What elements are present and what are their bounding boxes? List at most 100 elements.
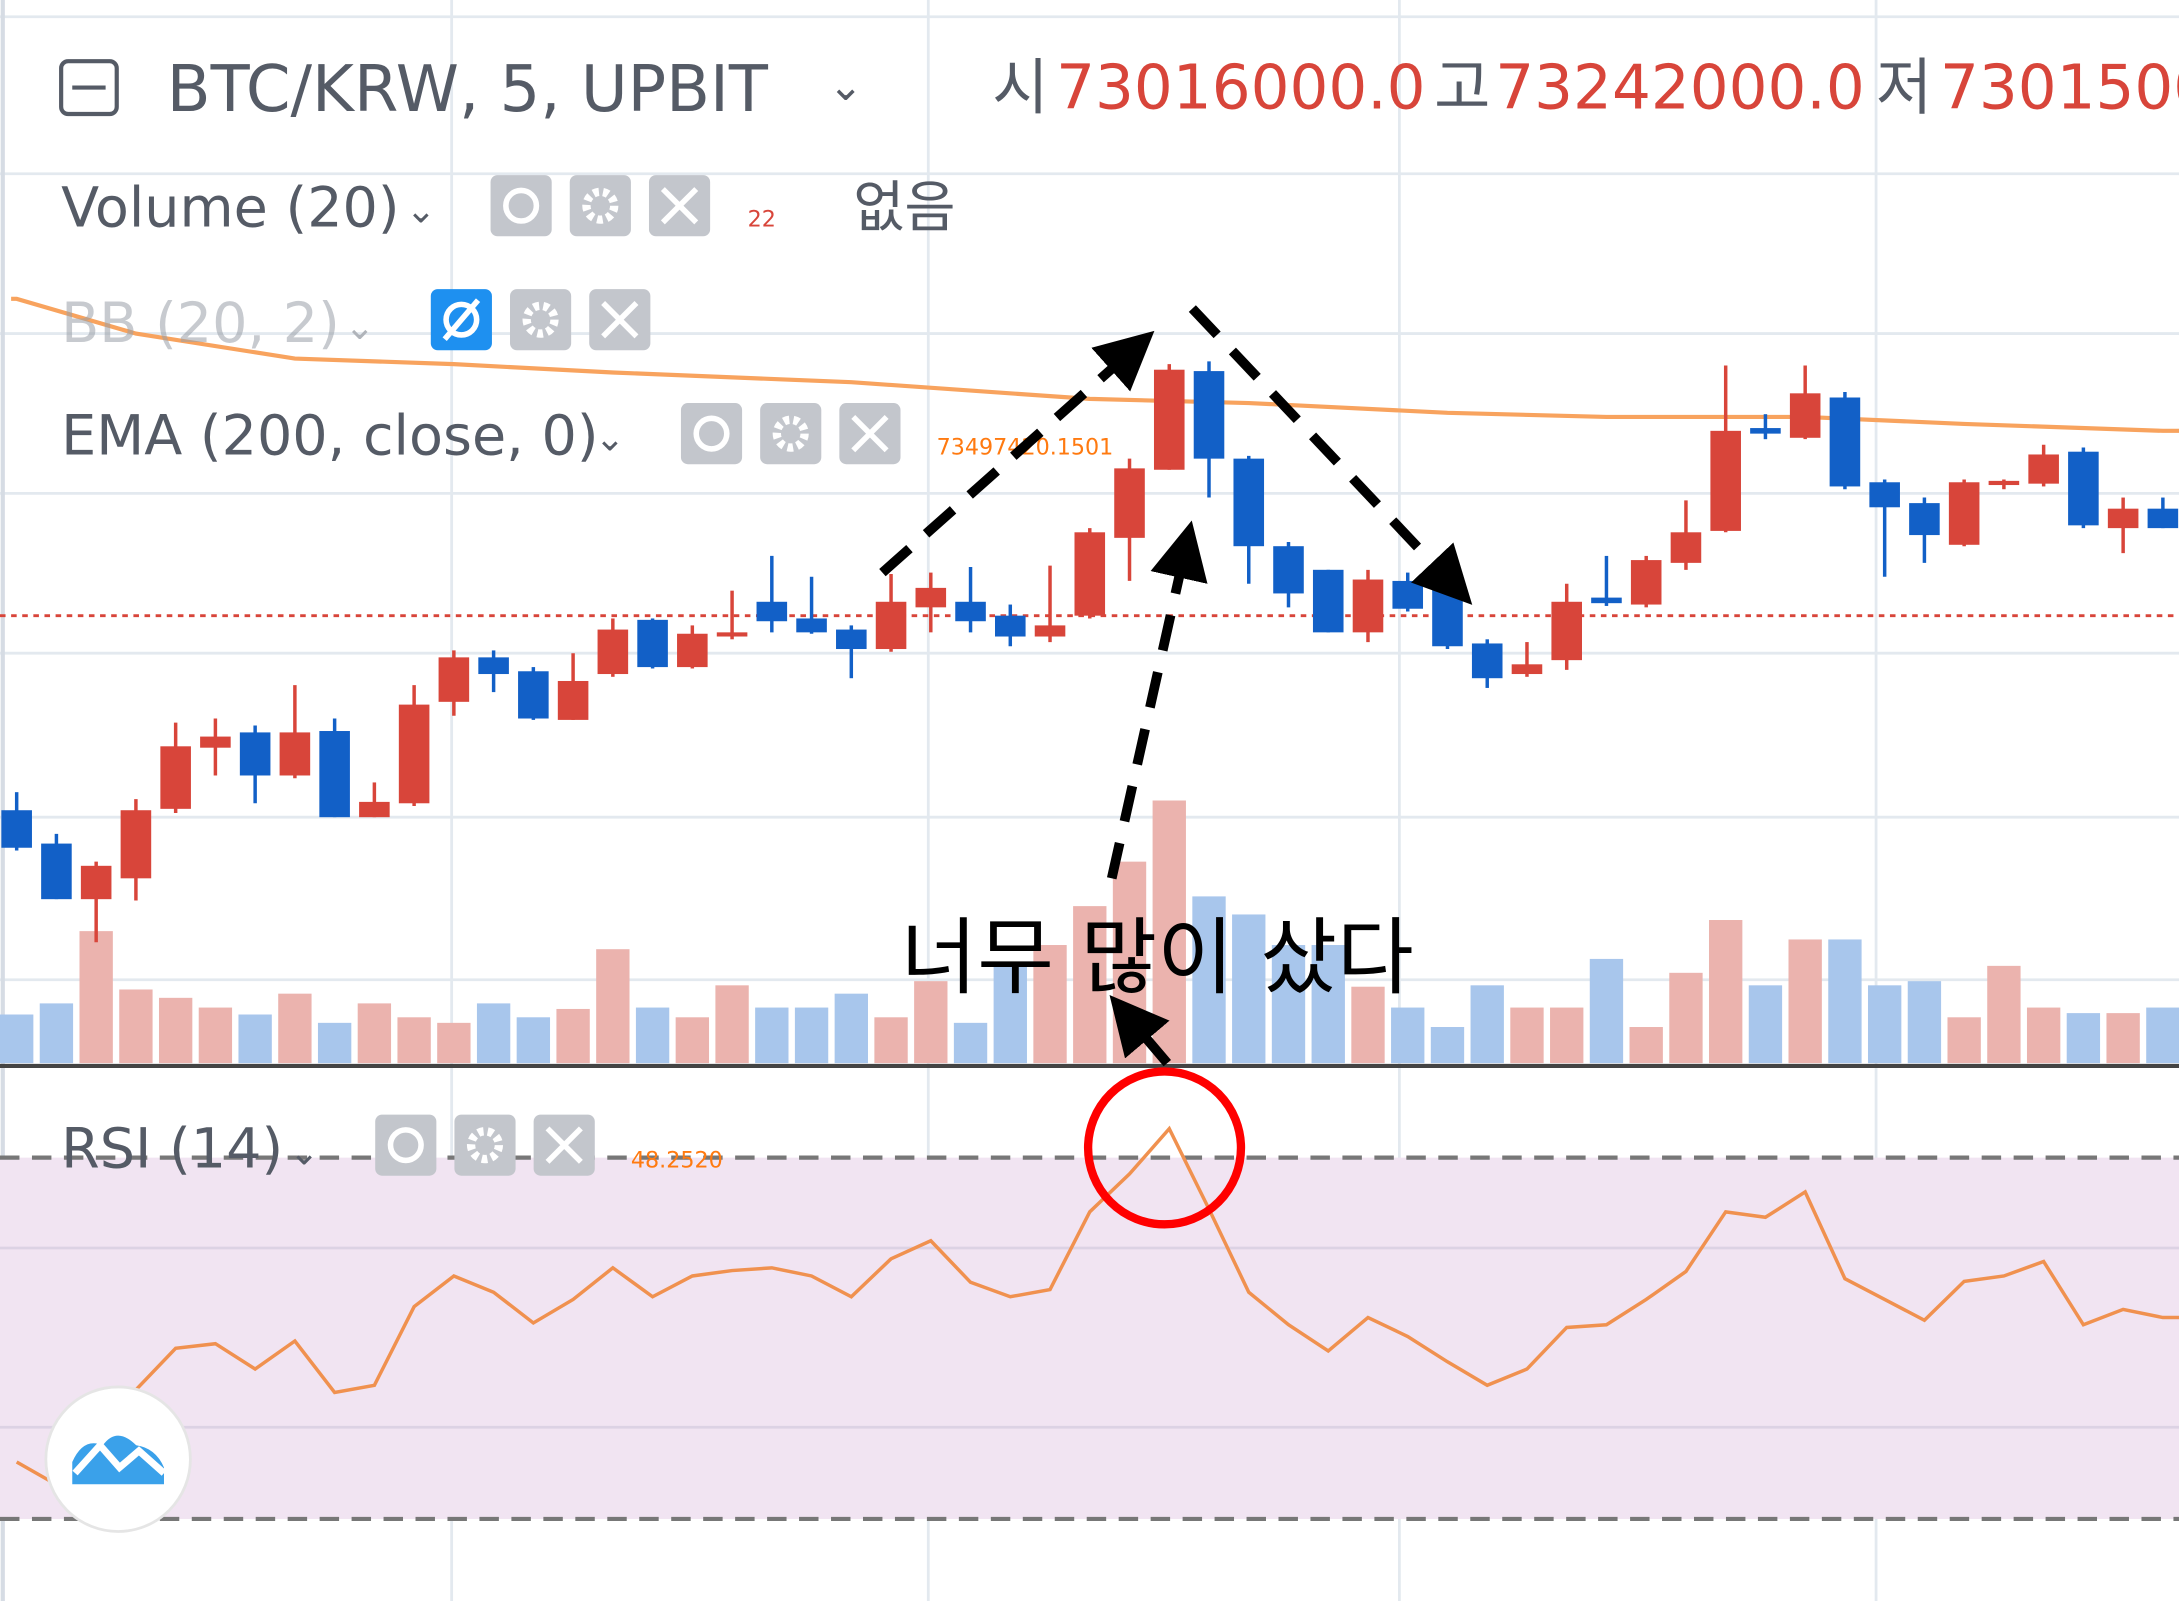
volume-bar	[1788, 939, 1822, 1064]
open-label: 시	[992, 52, 1048, 123]
volume-bar	[2106, 1013, 2140, 1064]
chevron-down-icon[interactable]: ⌄	[345, 305, 375, 348]
gear-icon[interactable]	[569, 175, 631, 237]
candle-body	[1630, 560, 1662, 605]
ema-line	[11, 296, 2179, 433]
candle	[716, 590, 748, 640]
candle-body	[1591, 597, 1622, 604]
volume-label[interactable]: Volume (20)	[61, 176, 399, 241]
gear-icon[interactable]	[760, 403, 822, 465]
volume-bar	[1033, 945, 1067, 1064]
chevron-down-icon[interactable]: ⌄	[828, 61, 863, 110]
candle-body	[677, 633, 708, 668]
candle	[200, 718, 231, 776]
chevron-down-icon[interactable]: ⌄	[289, 1131, 319, 1174]
candle	[1869, 479, 1900, 577]
volume-bar	[198, 1007, 233, 1064]
candle	[955, 567, 986, 633]
gear-icon[interactable]	[454, 1114, 516, 1176]
volume-value: 22	[748, 207, 776, 233]
chevron-down-icon[interactable]: ⌄	[595, 416, 625, 459]
candle-body	[836, 629, 867, 650]
volume-bar	[397, 1017, 431, 1064]
candle	[1312, 569, 1344, 633]
candle	[796, 576, 827, 634]
eye-icon[interactable]	[490, 175, 552, 237]
volume-bar	[596, 949, 630, 1064]
candle	[1432, 583, 1463, 650]
eye-icon[interactable]	[375, 1114, 437, 1176]
ema-legend[interactable]: EMA (200, close, 0) ⌄ 73497420.1501	[61, 403, 1113, 468]
candle-body	[200, 736, 231, 748]
collapse-icon[interactable]	[59, 59, 119, 117]
candle	[319, 718, 350, 818]
bb-label[interactable]: BB (20, 2)	[61, 291, 340, 356]
volume-bar	[39, 1003, 74, 1064]
close-icon[interactable]	[648, 175, 711, 237]
candle-body	[1471, 643, 1503, 679]
rsi-legend[interactable]: RSI (14) ⌄ 48.2520	[61, 1114, 723, 1182]
candle-body	[716, 632, 748, 637]
volume-bar	[1709, 920, 1743, 1064]
symbol-title[interactable]: BTC/KRW, 5, UPBIT	[167, 53, 769, 127]
bb-legend[interactable]: BB (20, 2) ⌄	[61, 289, 651, 356]
candle	[1233, 455, 1265, 584]
candle-body	[1273, 546, 1304, 594]
candle	[1471, 639, 1503, 688]
candle	[359, 782, 390, 818]
volume-legend[interactable]: Volume (20) ⌄ 22 없음	[61, 175, 956, 241]
candle	[1750, 414, 1781, 440]
candle-body	[2068, 451, 2099, 526]
candle	[1551, 583, 1582, 670]
ema-label[interactable]: EMA (200, close, 0)	[61, 403, 598, 468]
close-icon[interactable]	[589, 289, 651, 351]
candle-body	[160, 746, 191, 809]
candle	[1153, 364, 1185, 470]
eye-icon[interactable]	[680, 403, 743, 465]
candle-body	[2107, 508, 2139, 529]
candle	[756, 555, 788, 633]
candle-body	[756, 601, 788, 622]
candle-body	[1988, 480, 2020, 486]
candle	[995, 604, 1026, 647]
candle-body	[1352, 579, 1384, 633]
close-icon[interactable]	[533, 1114, 595, 1176]
candle-body	[1829, 397, 1861, 487]
volume-bar	[1669, 972, 1703, 1064]
volume-bar	[1073, 906, 1107, 1064]
volume-bar	[1828, 939, 1862, 1064]
rsi-label[interactable]: RSI (14)	[61, 1116, 283, 1181]
candle-body	[875, 601, 907, 650]
chevron-down-icon[interactable]: ⌄	[406, 188, 436, 231]
candle	[1829, 391, 1861, 490]
high-label: 고	[1434, 52, 1490, 123]
volume-bar	[834, 993, 868, 1064]
candle-body	[1034, 625, 1066, 637]
close-icon[interactable]	[839, 403, 901, 465]
symbol-legend[interactable]: BTC/KRW, 5, UPBIT ⌄ 시 73016000.0 고 73242…	[59, 52, 2179, 127]
volume-bar	[1629, 1027, 1663, 1064]
candle	[836, 625, 867, 679]
candle-body	[2028, 454, 2059, 484]
tradingview-logo[interactable]	[44, 1385, 192, 1533]
volume-bar	[953, 1022, 988, 1064]
candle-body	[1114, 468, 1145, 538]
volume-bar	[278, 993, 312, 1064]
eye-hidden-icon[interactable]	[430, 289, 492, 351]
gear-icon[interactable]	[510, 289, 572, 351]
candle	[160, 722, 191, 814]
candle	[2068, 447, 2099, 529]
volume-bar	[1430, 1027, 1465, 1064]
candle	[1074, 528, 1106, 619]
candle-body	[637, 619, 668, 668]
candle-body	[1312, 569, 1344, 633]
candle-body	[1392, 580, 1424, 609]
candle-body	[1789, 393, 1821, 438]
volume-bar	[1589, 958, 1624, 1064]
candle-body	[1193, 371, 1225, 459]
volume-bar	[1232, 914, 1266, 1064]
volume-bar	[1987, 965, 2021, 1064]
volume-bar	[1192, 896, 1226, 1064]
volume-bar	[993, 965, 1027, 1064]
